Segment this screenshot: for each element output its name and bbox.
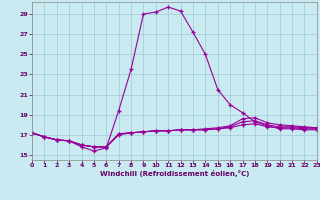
X-axis label: Windchill (Refroidissement éolien,°C): Windchill (Refroidissement éolien,°C) [100,170,249,177]
